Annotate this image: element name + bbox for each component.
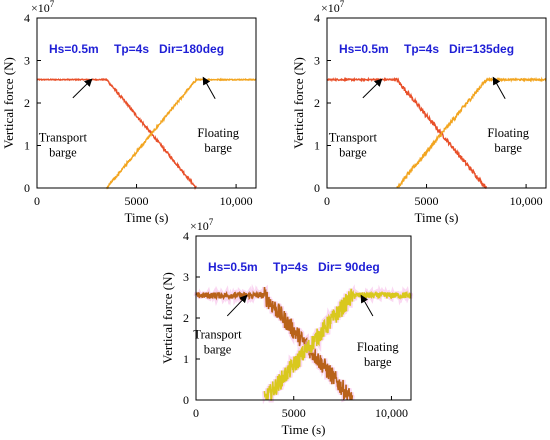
y-tick-label: 2	[183, 311, 189, 325]
chart-panel-1: 0 5000 10,000 0 1 2 3 4×107 Time (s) Vertical for…	[1, 0, 257, 225]
annotation-1-line-1: Transport	[329, 130, 378, 144]
param-label-3: Dir= 90deg	[318, 260, 380, 274]
annotation-arrow	[72, 78, 93, 99]
y-tick-label: 4	[314, 11, 320, 25]
series-1-line	[326, 76, 487, 189]
chart-panel-2: 0 5000 10,000 0 1 2 3 4×107 Time (s) Vertical for…	[291, 0, 547, 225]
param-label-1: Hs=0.5m	[49, 42, 99, 56]
y-exponent: ×107	[321, 0, 345, 15]
param-label-2: Tp=4s	[114, 42, 149, 56]
param-label-3: Dir=135deg	[449, 42, 514, 56]
chart-panel-3: 0 5000 10,000 0 1 2 3 4×107 Time (s) Vertical for…	[160, 217, 414, 437]
annotation-2-line-1: Floating	[487, 126, 529, 140]
y-tick-label: 0	[183, 393, 189, 407]
series-2-line	[106, 76, 257, 190]
annotation-arrow	[492, 76, 506, 99]
x-tick-label: 5000	[415, 194, 439, 208]
y-tick-label: 4	[24, 11, 30, 25]
x-tick-label: 0	[34, 194, 40, 208]
series-2-line	[263, 288, 412, 401]
y-exponent: ×107	[190, 217, 214, 233]
x-tick-label: 10,000	[510, 194, 543, 208]
annotation-1-line-1: Transport	[39, 130, 88, 144]
y-tick-label: 3	[314, 54, 320, 68]
annotation-1-line-1: Transport	[193, 328, 242, 342]
x-axis-label: Time (s)	[415, 210, 459, 225]
y-tick-label: 2	[24, 96, 30, 110]
annotation-arrow	[362, 78, 383, 99]
series-1-line	[36, 77, 197, 191]
param-label-2: Tp=4s	[273, 260, 308, 274]
annotation-2-line-2: barge	[204, 141, 232, 155]
series-1-line	[195, 286, 354, 401]
y-axis-label: Vertical force (N)	[1, 57, 16, 149]
x-tick-label: 0	[193, 406, 199, 420]
annotation-2-line-2: barge	[494, 141, 522, 155]
x-tick-label: 10,000	[375, 406, 408, 420]
y-tick-label: 4	[183, 229, 189, 243]
y-tick-label: 1	[183, 352, 189, 366]
series-2-line	[396, 76, 547, 188]
y-tick-label: 1	[314, 139, 320, 153]
annotation-2-line-2: barge	[364, 355, 392, 369]
x-tick-label: 0	[324, 194, 330, 208]
x-tick-label: 10,000	[220, 194, 253, 208]
y-axis-label: Vertical force (N)	[291, 57, 306, 149]
y-tick-label: 3	[24, 54, 30, 68]
annotation-2-line-1: Floating	[357, 340, 399, 354]
param-label-3: Dir=180deg	[159, 42, 224, 56]
y-tick-label: 3	[183, 270, 189, 284]
annotation-2-line-1: Floating	[197, 126, 239, 140]
annotation-1-line-2: barge	[339, 145, 367, 159]
y-tick-label: 2	[314, 96, 320, 110]
param-label-1: Hs=0.5m	[339, 42, 389, 56]
param-label-2: Tp=4s	[404, 42, 439, 56]
annotation-arrow	[226, 294, 248, 317]
y-tick-label: 0	[314, 181, 320, 195]
param-label-1: Hs=0.5m	[208, 260, 258, 274]
x-axis-label: Time (s)	[282, 422, 326, 437]
annotation-1-line-2: barge	[49, 145, 77, 159]
x-tick-label: 5000	[125, 194, 149, 208]
annotation-1-line-2: barge	[204, 343, 232, 357]
x-axis-label: Time (s)	[125, 210, 169, 225]
annotation-arrow	[202, 76, 216, 99]
y-tick-label: 0	[24, 181, 30, 195]
annotation-arrow	[360, 294, 374, 317]
y-tick-label: 1	[24, 139, 30, 153]
x-tick-label: 5000	[282, 406, 306, 420]
y-exponent: ×107	[31, 0, 55, 15]
y-axis-label: Vertical force (N)	[160, 272, 175, 364]
